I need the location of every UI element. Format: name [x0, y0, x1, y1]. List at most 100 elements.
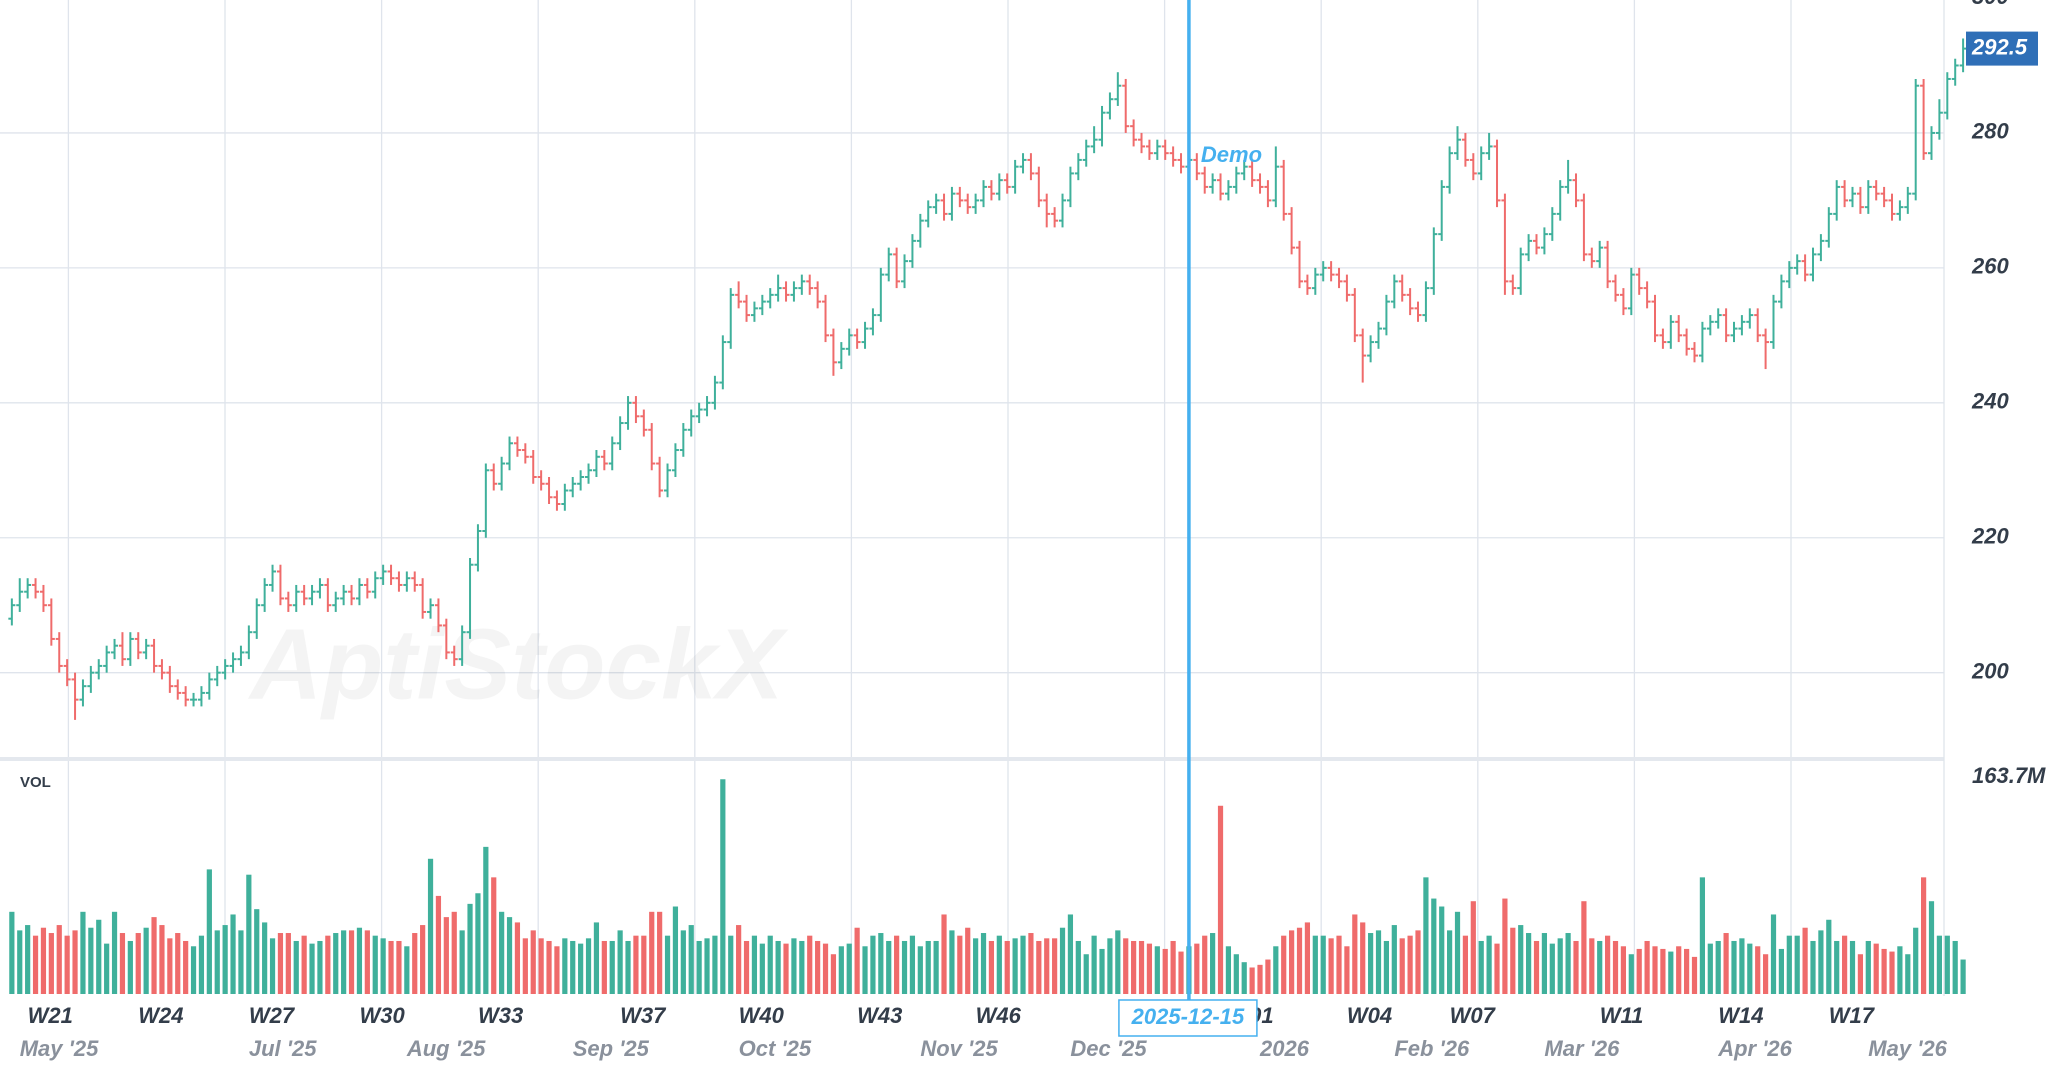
volume-bar — [348, 930, 355, 994]
volume-bar — [1510, 927, 1516, 994]
volume-bar — [1067, 914, 1074, 994]
volume-bar — [1447, 930, 1453, 994]
volume-bar — [633, 935, 639, 994]
y-tick-label: 260 — [1971, 254, 2009, 279]
volume-bar — [9, 911, 15, 994]
volume-bar — [1628, 954, 1634, 994]
volume-bar — [1960, 959, 1966, 994]
volume-bar — [1786, 935, 1792, 994]
volume-bar — [554, 946, 560, 994]
volume-bar — [167, 938, 173, 994]
volume-bar — [1099, 948, 1105, 994]
volume-bar — [1202, 935, 1208, 994]
volume-bar — [799, 940, 805, 994]
volume-bar — [1336, 935, 1342, 994]
volume-bar — [570, 940, 576, 994]
volume-bar — [1778, 948, 1785, 994]
y-tick-label: 300 — [1972, 0, 2009, 9]
volume-bar — [1360, 922, 1366, 994]
y-tick-label: 240 — [1971, 389, 2009, 414]
volume-bar — [1217, 805, 1224, 994]
volume-bar — [483, 846, 489, 994]
volume-tick-label: 163.7M — [1972, 763, 2046, 788]
volume-bar — [56, 925, 62, 994]
volume-bar — [1012, 938, 1018, 994]
volume-bar — [1028, 933, 1034, 994]
volume-bar — [1565, 933, 1571, 994]
volume-bar — [1881, 948, 1887, 994]
volume-bar — [1541, 933, 1548, 994]
volume-bar — [1873, 943, 1879, 994]
volume-bar — [680, 930, 686, 994]
crosshair-label-box — [1118, 999, 1258, 1037]
volume-bar — [862, 946, 868, 994]
volume-bar — [277, 933, 284, 994]
volume-bar — [254, 909, 260, 994]
volume-bar — [1407, 935, 1413, 994]
volume-bar — [1478, 940, 1484, 994]
volume-bar — [688, 925, 694, 994]
volume-bar — [1494, 943, 1500, 994]
volume-bar — [657, 911, 663, 994]
volume-bar — [1249, 967, 1255, 994]
volume-bar — [1691, 956, 1698, 994]
volume-bar — [1075, 940, 1081, 994]
volume-bar — [854, 927, 860, 994]
volume-bar — [1794, 935, 1800, 994]
volume-bar — [1612, 940, 1619, 994]
volume-bar — [1952, 940, 1958, 994]
volume-bar — [1699, 877, 1706, 994]
volume-bar — [325, 935, 331, 994]
x-tick-label: W37 — [620, 1003, 667, 1028]
volume-bar — [767, 935, 773, 994]
volume-bar — [17, 930, 23, 994]
volume-bar — [1549, 943, 1555, 994]
volume-bar — [269, 938, 276, 994]
volume-bar — [301, 935, 307, 994]
volume-bar — [151, 917, 157, 994]
volume-bar — [1146, 943, 1153, 994]
volume-bar — [1470, 901, 1476, 994]
volume-bar — [609, 940, 615, 994]
volume-bar — [1344, 946, 1350, 994]
volume-bar — [783, 943, 789, 994]
volume-bar — [380, 938, 386, 994]
volume-bar — [64, 935, 70, 994]
volume-bar — [807, 935, 813, 994]
volume-bar — [1304, 922, 1311, 994]
crosshair-text: Demo — [1201, 142, 1262, 167]
volume-bar — [1518, 925, 1524, 994]
x-tick-label: W21 — [28, 1003, 73, 1028]
volume-bar — [198, 935, 205, 994]
volume-bar — [1770, 914, 1777, 994]
x-tick-label: W24 — [138, 1003, 183, 1028]
volume-bar — [696, 940, 702, 994]
volume-bar — [443, 917, 449, 994]
volume-bar — [1052, 938, 1058, 994]
watermark: AptiStockX — [247, 608, 789, 720]
volume-bar — [1913, 927, 1919, 994]
volume-bar — [1707, 943, 1713, 994]
volume-bar — [1383, 940, 1390, 994]
volume-bar — [1905, 954, 1911, 994]
x-tick-label: W43 — [857, 1003, 902, 1028]
volume-bar — [127, 940, 133, 994]
volume-bar — [1921, 877, 1927, 994]
volume-label: VOL — [20, 774, 51, 791]
volume-bar — [649, 911, 655, 994]
volume-bar — [230, 914, 236, 994]
volume-bar — [96, 919, 102, 994]
volume-bar — [909, 935, 916, 994]
volume-bar — [1486, 935, 1492, 994]
volume-bar — [1802, 927, 1808, 994]
volume-bar — [1826, 919, 1832, 994]
volume-bar — [980, 933, 987, 994]
volume-bar — [546, 940, 552, 994]
x-tick-label: W33 — [478, 1003, 523, 1028]
volume-bar — [894, 935, 900, 994]
volume-bar — [159, 925, 165, 994]
volume-bar — [1897, 946, 1903, 994]
volume-bar — [1557, 938, 1563, 994]
volume-bar — [1533, 940, 1540, 994]
volume-bar — [1170, 940, 1176, 994]
